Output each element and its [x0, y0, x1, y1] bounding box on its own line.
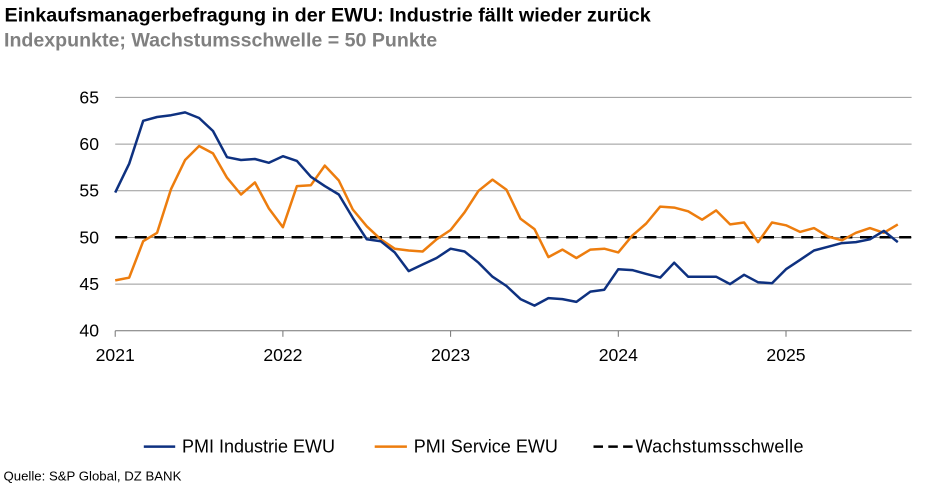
svg-text:45: 45 [79, 274, 99, 294]
svg-text:50: 50 [79, 227, 99, 247]
svg-text:Wachstumsschwelle: Wachstumsschwelle [636, 437, 804, 457]
svg-text:2022: 2022 [263, 345, 302, 365]
svg-text:PMI Service EWU: PMI Service EWU [414, 437, 558, 457]
svg-text:2025: 2025 [766, 345, 805, 365]
svg-text:2021: 2021 [96, 345, 135, 365]
svg-text:Quelle: S&P Global, DZ BANK: Quelle: S&P Global, DZ BANK [4, 469, 182, 484]
svg-text:2023: 2023 [431, 345, 470, 365]
svg-text:PMI Industrie EWU: PMI Industrie EWU [182, 437, 335, 457]
svg-text:2024: 2024 [599, 345, 638, 365]
svg-text:Einkaufsmanagerbefragung in de: Einkaufsmanagerbefragung in der EWU: Ind… [5, 4, 652, 26]
svg-text:40: 40 [79, 321, 99, 341]
svg-text:55: 55 [79, 181, 99, 201]
svg-text:60: 60 [79, 134, 99, 154]
svg-text:Indexpunkte; Wachstumsschwelle: Indexpunkte; Wachstumsschwelle = 50 Punk… [4, 29, 437, 51]
svg-text:65: 65 [79, 87, 99, 107]
